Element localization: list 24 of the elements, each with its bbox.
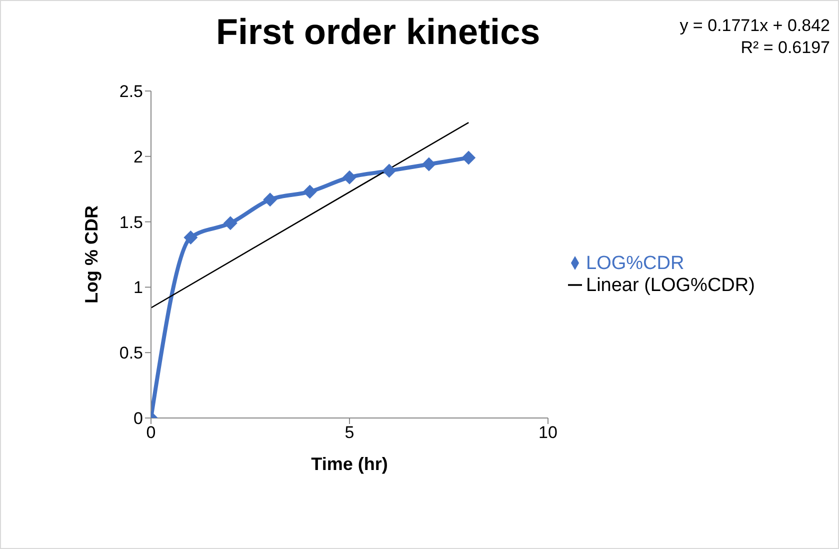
y-tick-label: 2.5 [119,82,143,102]
point [382,164,396,178]
y-tick-label: 0 [134,409,143,428]
text: R² = 0.6197 [740,37,830,59]
point [263,192,278,207]
y-tick-label: 1 [134,278,143,298]
text: y = 0.1771x + 0.842 [680,15,830,37]
y-tick-label: 2 [134,147,143,166]
chart-title: First order kinetics [216,11,540,53]
x-tick-label: 0 [146,423,156,442]
point [462,150,476,165]
point [342,170,356,184]
y-tick-label: 1.5 [119,212,143,232]
point [184,230,198,244]
legend-label: LOG%CDR [586,252,684,274]
point [422,157,436,172]
legend-label: Linear (LOG%CDR) [586,274,755,296]
point [223,216,238,230]
x-tick-label: 5 [344,423,354,442]
point [302,184,317,199]
x-axis-title: Time (hr) [311,454,388,474]
y-tick-label: 0.5 [119,344,143,363]
y-axis-title: Log % CDR [81,206,102,304]
x-tick-label: 10 [538,423,558,442]
